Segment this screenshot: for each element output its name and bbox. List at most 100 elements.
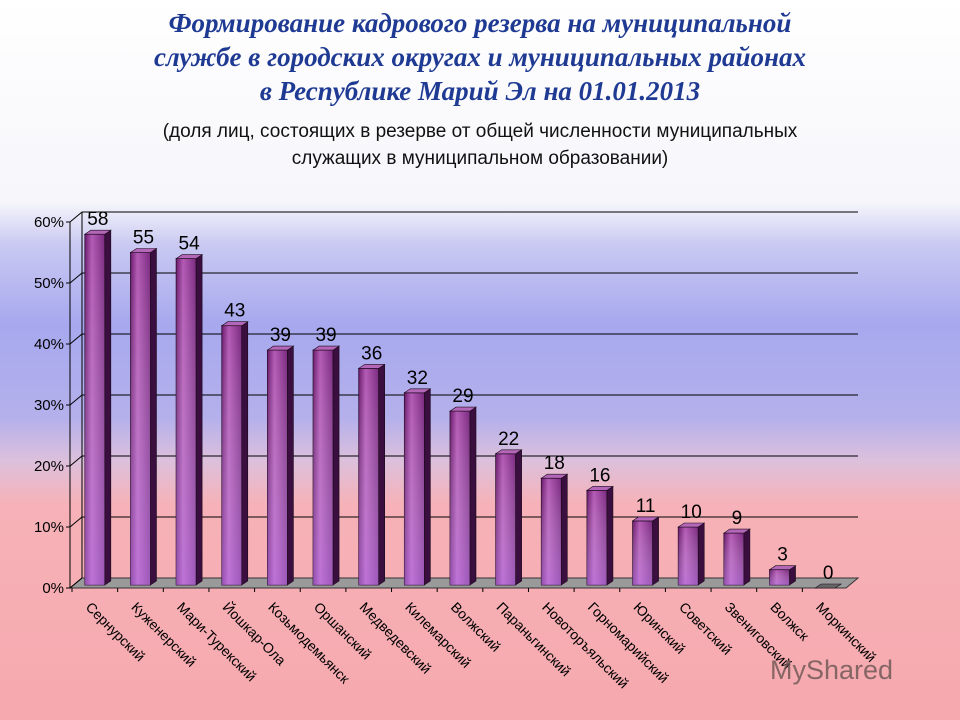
bar (266, 345, 295, 586)
bar (677, 522, 706, 586)
bar-side (150, 247, 157, 586)
bar-top (220, 321, 249, 327)
bar-highlight (632, 520, 653, 585)
x-tick-label: Волжск (767, 599, 813, 645)
bar-side (241, 321, 249, 586)
bar-highlight (221, 325, 242, 585)
bar-highlight (541, 478, 562, 585)
bar-highlight (678, 527, 699, 585)
bar-side (287, 345, 294, 586)
bar-top (540, 473, 569, 479)
bar-top (722, 528, 751, 534)
data-label: 36 (361, 343, 382, 364)
bar (585, 485, 614, 586)
bar-top (449, 406, 477, 412)
bar (403, 388, 432, 586)
bar-top (677, 522, 706, 528)
data-label: 11 (636, 496, 656, 517)
bar-highlight (358, 368, 379, 585)
grid-diagonal (69, 333, 83, 345)
data-label: 29 (452, 386, 473, 407)
x-tick-label: Горномарийский (585, 599, 672, 686)
bar-top (403, 388, 432, 394)
x-tick-label: Козьмодемьянск (265, 599, 353, 687)
bar-highlight (267, 350, 288, 585)
data-label: 32 (407, 368, 428, 389)
bar-side (743, 528, 751, 586)
bar-top (266, 345, 295, 351)
y-tick-label: 10% (34, 519, 64, 536)
data-label: 54 (179, 234, 201, 255)
y-tick-label: 40% (34, 336, 64, 353)
watermark-logo: MyShared (770, 655, 894, 685)
chart-subtitle: (доля лиц, состоящих в резерве от общей … (0, 118, 960, 172)
bar (540, 473, 569, 586)
bar (129, 247, 158, 586)
bar-side (104, 229, 112, 586)
bar (814, 583, 843, 589)
data-label: 55 (133, 228, 154, 249)
subtitle-line: (доля лиц, состоящих в резерве от общей … (162, 121, 798, 142)
bar-highlight (404, 392, 425, 585)
subtitle-line: служащих в муниципальном образовании) (291, 148, 669, 169)
bar-side (606, 485, 614, 586)
bar-top (129, 248, 158, 253)
x-tick-label: Мари-Турекский (174, 599, 260, 685)
grid-diagonal (69, 394, 83, 406)
bar-highlight (495, 453, 516, 585)
bar-highlight (769, 569, 790, 585)
bar-side (652, 516, 659, 586)
grid-diagonal (69, 577, 83, 589)
data-label: 43 (224, 301, 245, 322)
y-tick-label: 0% (42, 580, 64, 597)
bar-highlight (130, 252, 151, 585)
bar-top (814, 583, 843, 589)
bar (722, 528, 751, 586)
bar (83, 229, 112, 586)
bar (357, 363, 386, 586)
bar (768, 565, 797, 586)
y-tick-label: 20% (34, 458, 64, 475)
chart-title: Формирование кадрового резерва на муници… (0, 6, 960, 108)
bar-side (332, 345, 340, 586)
bar-highlight (176, 258, 197, 585)
bar-highlight (586, 490, 607, 585)
bar (312, 345, 341, 586)
grid-diagonal (69, 516, 83, 528)
grid-diagonal (69, 272, 83, 284)
bar-top (585, 486, 614, 491)
title-line: Формирование кадрового резерва на муници… (168, 8, 792, 38)
grid-diagonal (69, 211, 83, 223)
y-tick-label: 30% (34, 397, 64, 414)
bar-top (768, 565, 797, 571)
bar (449, 406, 477, 586)
bar (494, 449, 523, 586)
data-label: 9 (732, 508, 743, 529)
bar-side (195, 254, 203, 586)
bar-top (357, 364, 386, 369)
grid-diagonal (69, 455, 83, 467)
data-label: 39 (270, 325, 291, 346)
title-line: службе в городских округах и муниципальн… (153, 42, 807, 72)
data-label: 22 (498, 429, 519, 450)
data-label: 18 (544, 453, 565, 474)
bar-side (560, 473, 568, 586)
bar-side (424, 388, 431, 586)
bar (220, 321, 249, 586)
bar (631, 516, 660, 586)
bar (175, 254, 204, 586)
x-tick-label: Новоторъяльский (539, 599, 632, 692)
data-label: 58 (87, 209, 108, 230)
data-label: 39 (315, 325, 336, 346)
data-label: 3 (777, 545, 788, 566)
bar-side (378, 363, 386, 586)
bar-top (83, 229, 112, 235)
bar-highlight (723, 533, 744, 585)
y-tick-label: 50% (34, 275, 64, 292)
bar-top (312, 345, 341, 351)
title-line: в Республике Марий Эл на 01.01.2013 (259, 76, 701, 106)
bar-side (469, 406, 477, 586)
data-label: 16 (589, 465, 610, 486)
data-label: 10 (681, 502, 702, 523)
